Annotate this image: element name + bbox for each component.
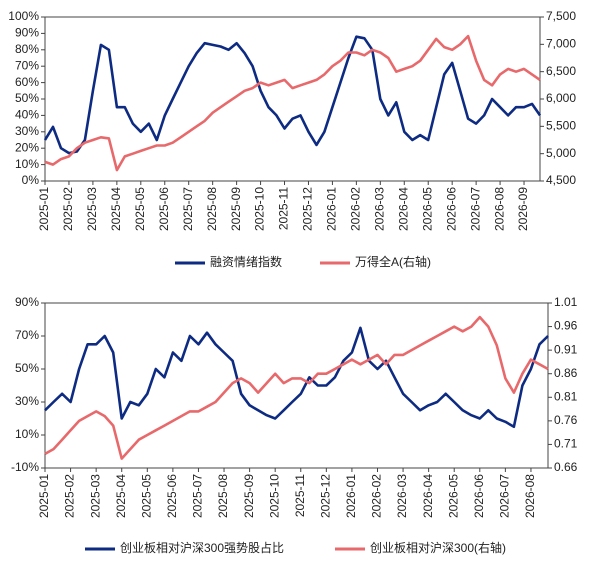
y2-tick-label: 5,000 (546, 146, 576, 160)
x-tick-label: 2025-06 (165, 474, 179, 518)
x-tick-label: 2026-07 (468, 187, 482, 231)
y-tick-label: 30% (15, 394, 39, 408)
y2-tick-label: 0.81 (554, 389, 578, 403)
y-tick-label: 20% (15, 140, 39, 154)
x-tick-label: 2025-08 (216, 474, 230, 518)
x-tick-label: 2026-02 (349, 187, 363, 231)
y-tick-label: 40% (15, 108, 39, 122)
x-tick-label: 2026-05 (446, 474, 460, 518)
x-tick-label: 2025-01 (37, 474, 51, 518)
x-tick-label: 2025-06 (157, 187, 171, 231)
x-tick-label: 2026-07 (498, 474, 512, 518)
legend-label: 万得全A(右轴) (355, 254, 431, 269)
x-tick-label: 2026-02 (370, 474, 384, 518)
x-tick-label: 2026-01 (344, 474, 358, 518)
y-tick-label: 90% (15, 26, 39, 40)
plot-frame (44, 302, 549, 469)
y2-tick-label: 4,500 (546, 173, 576, 187)
y2-tick-label: 0.96 (554, 319, 578, 333)
y-tick-label: 80% (15, 42, 39, 56)
y2-tick-label: 0.91 (554, 342, 578, 356)
x-tick-label: 2025-12 (301, 187, 315, 231)
x-tick-label: 2026-04 (396, 187, 410, 231)
x-tick-label: 2026-09 (516, 187, 530, 231)
y2-tick-label: 0.86 (554, 366, 578, 380)
series-line (44, 315, 549, 460)
x-tick-label: 2025-10 (253, 187, 267, 231)
y-tick-label: 70% (15, 58, 39, 72)
y2-tick-label: 5,500 (546, 119, 576, 133)
x-tick-label: 2025-08 (205, 187, 219, 231)
legend-label: 创业板相对沪深300强势股占比 (120, 540, 284, 555)
x-tick-label: 2025-04 (109, 187, 123, 231)
series-line (43, 35, 542, 155)
y2-tick-label: 1.01 (554, 295, 578, 309)
x-tick-label: 2025-11 (277, 187, 291, 230)
y-tick-label: -10% (11, 460, 39, 474)
x-tick-label: 2026-05 (420, 187, 434, 231)
x-tick-label: 2025-03 (88, 474, 102, 518)
x-tick-label: 2025-05 (133, 187, 147, 231)
x-tick-label: 2025-01 (37, 187, 51, 231)
x-tick-label: 2026-08 (492, 187, 506, 231)
y-tick-label: 10% (15, 157, 39, 171)
y-tick-label: 30% (15, 124, 39, 138)
legend-label: 融资情绪指数 (210, 254, 282, 269)
x-tick-label: 2025-11 (293, 474, 307, 517)
x-tick-label: 2025-07 (191, 474, 205, 518)
y2-tick-label: 0.71 (554, 437, 578, 451)
x-tick-label: 2025-10 (267, 474, 281, 518)
x-tick-label: 2026-06 (444, 187, 458, 231)
y-tick-label: 50% (15, 91, 39, 105)
x-tick-label: 2025-05 (139, 474, 153, 518)
y2-tick-label: 7,000 (546, 37, 576, 51)
x-tick-label: 2026-04 (421, 474, 435, 518)
x-tick-label: 2025-02 (61, 187, 75, 231)
y-tick-label: 90% (15, 295, 39, 309)
series-line (44, 326, 549, 429)
x-tick-label: 2026-03 (395, 474, 409, 518)
y2-tick-label: 6,500 (546, 64, 576, 78)
y-tick-label: 0% (22, 173, 40, 187)
y-tick-label: 50% (15, 361, 39, 375)
x-tick-label: 2026-08 (523, 474, 537, 518)
x-tick-label: 2025-12 (319, 474, 333, 518)
x-tick-label: 2025-02 (63, 474, 77, 518)
x-tick-label: 2026-03 (372, 187, 386, 231)
y-tick-label: 10% (15, 427, 39, 441)
plot-frame (44, 16, 541, 182)
y2-tick-label: 0.76 (554, 413, 578, 427)
x-tick-label: 2026-01 (325, 187, 339, 231)
y2-tick-label: 7,500 (546, 9, 576, 23)
x-tick-label: 2025-03 (85, 187, 99, 231)
y-tick-label: 100% (8, 9, 39, 23)
series-line (44, 34, 541, 172)
x-tick-label: 2026-06 (472, 474, 486, 518)
y2-tick-label: 6,000 (546, 91, 576, 105)
x-tick-label: 2025-07 (181, 187, 195, 231)
legend-label: 创业板相对沪深300(右轴) (370, 540, 506, 555)
y-tick-label: 70% (15, 328, 39, 342)
x-tick-label: 2025-09 (229, 187, 243, 231)
y-tick-label: 60% (15, 75, 39, 89)
x-tick-label: 2025-09 (242, 474, 256, 518)
y2-tick-label: 0.66 (554, 460, 578, 474)
x-tick-label: 2025-04 (114, 474, 128, 518)
